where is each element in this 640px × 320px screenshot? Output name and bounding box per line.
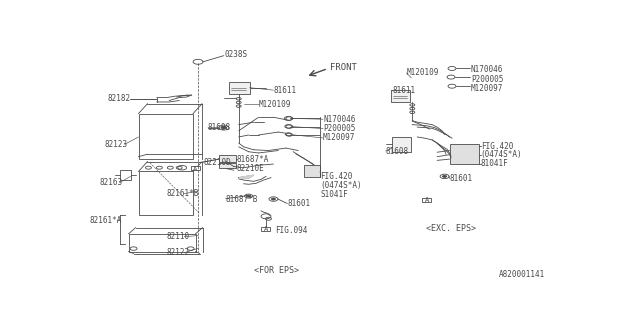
- Circle shape: [443, 175, 447, 177]
- Text: 82161*A: 82161*A: [90, 216, 122, 225]
- Text: 81601: 81601: [287, 199, 310, 209]
- Bar: [219, 163, 236, 169]
- Text: 82210E: 82210E: [237, 164, 264, 173]
- Bar: [392, 90, 410, 102]
- Text: <FOR EPS>: <FOR EPS>: [253, 266, 299, 275]
- Text: FIG.420: FIG.420: [321, 172, 353, 181]
- Text: (0474S*A): (0474S*A): [321, 181, 362, 190]
- Bar: [138, 114, 193, 159]
- Text: P200005: P200005: [471, 75, 503, 84]
- Bar: [229, 82, 250, 94]
- Bar: [129, 234, 196, 252]
- Text: 82122: 82122: [167, 248, 190, 257]
- Text: FIG.094: FIG.094: [275, 226, 307, 235]
- Text: 82210D: 82210D: [203, 157, 231, 167]
- Text: M120097: M120097: [323, 133, 355, 142]
- Text: P200005: P200005: [323, 124, 355, 133]
- Text: 0238S: 0238S: [225, 50, 248, 59]
- Circle shape: [271, 198, 275, 200]
- Text: M120109: M120109: [259, 100, 291, 109]
- Text: FRONT: FRONT: [330, 63, 357, 72]
- Text: 81687*A: 81687*A: [237, 155, 269, 164]
- Text: 82182: 82182: [108, 94, 131, 103]
- Bar: [219, 156, 236, 162]
- Bar: [392, 137, 412, 152]
- Text: A: A: [424, 197, 429, 203]
- Polygon shape: [239, 175, 253, 178]
- Text: 81687*B: 81687*B: [226, 195, 258, 204]
- Bar: [422, 197, 431, 202]
- Text: M120097: M120097: [471, 84, 503, 93]
- Text: 81041F: 81041F: [481, 159, 509, 168]
- Text: 82110: 82110: [167, 232, 190, 241]
- Text: M120109: M120109: [406, 68, 439, 77]
- Bar: [138, 172, 193, 215]
- Bar: [449, 144, 479, 164]
- Text: 81611: 81611: [392, 86, 415, 95]
- Bar: [261, 227, 270, 231]
- Circle shape: [246, 195, 251, 197]
- Circle shape: [221, 126, 227, 129]
- Text: (0474S*A): (0474S*A): [481, 150, 522, 159]
- Text: N170046: N170046: [323, 115, 355, 124]
- Text: 82161*B: 82161*B: [167, 189, 199, 198]
- Bar: [120, 170, 131, 180]
- Text: FIG.420: FIG.420: [481, 142, 513, 151]
- Text: A: A: [193, 166, 197, 172]
- Text: S1041F: S1041F: [321, 190, 348, 199]
- Text: 82123: 82123: [105, 140, 128, 149]
- Text: 81608: 81608: [385, 147, 409, 156]
- Text: 81608: 81608: [208, 123, 231, 132]
- Text: <EXC. EPS>: <EXC. EPS>: [426, 224, 476, 233]
- Text: N170046: N170046: [471, 65, 503, 75]
- Bar: [191, 165, 200, 170]
- Bar: [304, 165, 320, 177]
- Text: A: A: [264, 226, 268, 232]
- Text: 81611: 81611: [273, 86, 296, 95]
- Text: A820001141: A820001141: [499, 270, 545, 279]
- Text: 82163: 82163: [100, 178, 123, 187]
- Text: 81601: 81601: [449, 174, 473, 183]
